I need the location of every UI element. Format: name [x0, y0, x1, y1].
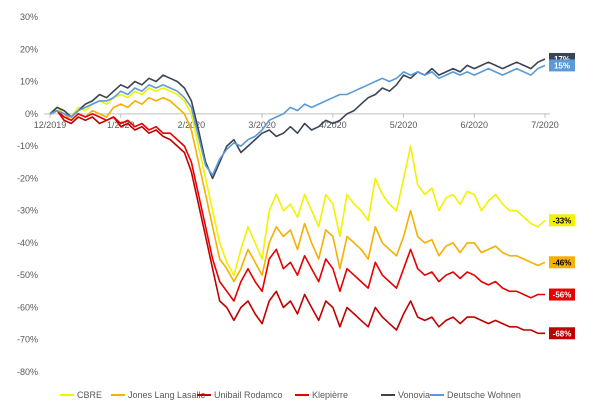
legend-label: Unibail Rodamco	[214, 390, 283, 400]
y-tick-label: 0%	[25, 109, 38, 119]
x-tick-label: 5/2020	[390, 120, 418, 130]
y-tick-label: 20%	[20, 44, 38, 54]
x-tick-label: 12/2019	[34, 120, 67, 130]
y-tick-label: -70%	[17, 335, 38, 345]
series-line-5	[49, 64, 546, 176]
x-tick-label: 6/2020	[461, 120, 489, 130]
legend-label: Deutsche Wohnen	[447, 390, 521, 400]
y-tick-label: -10%	[17, 141, 38, 151]
end-label-box	[549, 59, 575, 72]
x-tick-label: 3/2020	[248, 120, 276, 130]
y-tick-label: 10%	[20, 77, 38, 87]
end-label-box	[549, 288, 575, 301]
legend: CBRE Jones Lang Lasalle Unibail Rodamco Kle…	[60, 390, 521, 400]
x-tick-label: 4/2020	[319, 120, 347, 130]
end-label: -46%	[553, 258, 572, 267]
legend-label: Jones Lang Lasalle	[128, 390, 206, 400]
series-line-2	[49, 109, 545, 335]
x-tick-label: 2/2020	[178, 120, 206, 130]
series-line-3	[49, 109, 545, 302]
series-line-4	[49, 58, 546, 180]
legend-label: Klepièrre	[312, 390, 348, 400]
end-label: 15%	[554, 61, 570, 70]
series-lines	[49, 58, 546, 335]
y-tick-label: -60%	[17, 302, 38, 312]
y-axis-ticks: 30% 20% 10% 0% -10% -20% -30% -40% -50% -60% -70% -…	[17, 12, 38, 377]
x-tick-label: 7/2020	[531, 120, 559, 130]
end-label-box	[549, 256, 575, 269]
end-label: -56%	[553, 291, 572, 300]
end-label: -68%	[553, 329, 572, 338]
end-labels: -33%-46%-68%-56%17%15%	[549, 52, 575, 340]
legend-label: Vonovia	[398, 390, 430, 400]
y-tick-label: 30%	[20, 12, 38, 22]
legend-label: CBRE	[77, 390, 102, 400]
series-line-0	[49, 87, 546, 277]
y-tick-label: -40%	[17, 238, 38, 248]
end-label-box	[549, 327, 575, 340]
end-label-box	[549, 214, 575, 227]
y-tick-label: -20%	[17, 173, 38, 183]
y-tick-label: -80%	[17, 367, 38, 377]
x-axis-ticks: 12/2019 1/2020 2/2020 3/2020 4/2020 5/2020 6/2…	[34, 113, 559, 130]
series-line-1	[49, 96, 546, 283]
end-label: -33%	[553, 216, 572, 225]
x-tick-label: 1/2020	[107, 120, 135, 130]
y-tick-label: -30%	[17, 206, 38, 216]
y-tick-label: -50%	[17, 270, 38, 280]
